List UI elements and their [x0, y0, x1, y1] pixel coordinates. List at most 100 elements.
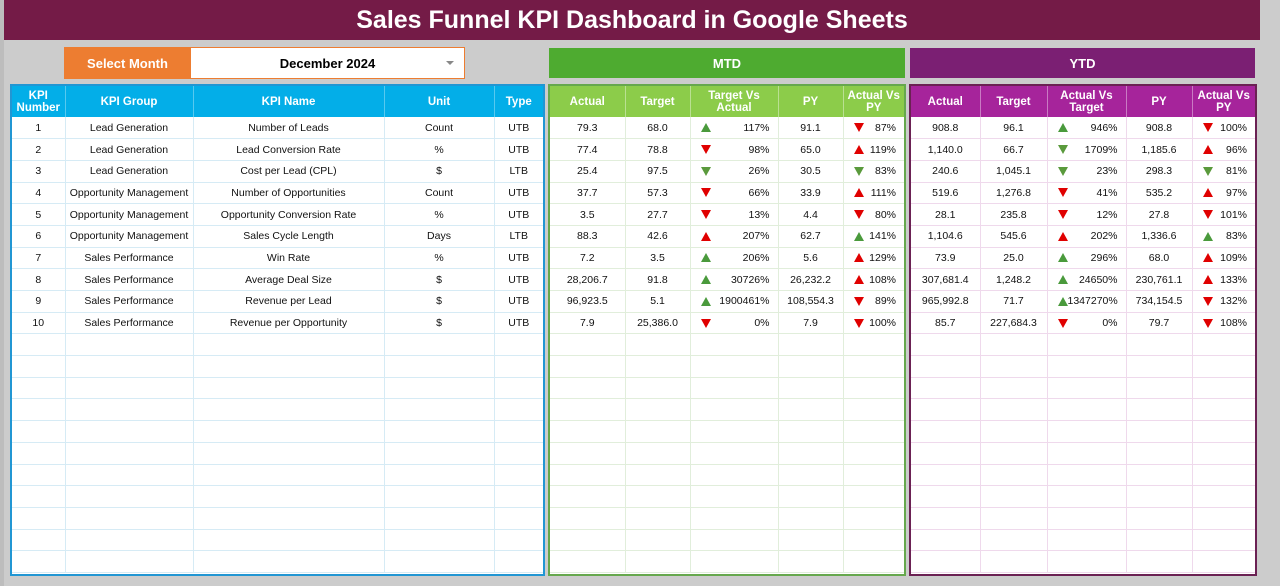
target-vs-actual-cell[interactable]: 1900461% — [690, 290, 779, 313]
empty-cell[interactable] — [494, 529, 543, 552]
empty-cell[interactable] — [12, 355, 66, 378]
empty-cell[interactable] — [550, 442, 626, 465]
empty-cell[interactable] — [625, 355, 691, 378]
empty-cell[interactable] — [690, 377, 779, 400]
empty-cell[interactable] — [384, 442, 495, 465]
target-cell[interactable]: 1,045.1 — [980, 160, 1048, 183]
kpi-number-cell[interactable]: 6 — [12, 225, 66, 248]
actual-vs-target-cell[interactable]: 202% — [1047, 225, 1127, 248]
empty-cell[interactable] — [1047, 464, 1127, 487]
target-cell[interactable]: 3.5 — [625, 247, 691, 270]
actual-vs-py-cell[interactable]: 100% — [1192, 117, 1255, 140]
target-vs-actual-cell[interactable]: 13% — [690, 203, 779, 226]
empty-cell[interactable] — [1126, 529, 1193, 552]
empty-cell[interactable] — [690, 507, 779, 530]
empty-cell[interactable] — [65, 485, 194, 508]
empty-cell[interactable] — [494, 333, 543, 357]
target-cell[interactable]: 1,276.8 — [980, 182, 1048, 205]
kpi-name-cell[interactable]: Sales Cycle Length — [193, 225, 385, 248]
kpi-unit-cell[interactable]: Count — [384, 117, 495, 140]
actual-vs-py-cell[interactable]: 119% — [843, 138, 904, 161]
empty-cell[interactable] — [843, 398, 904, 422]
target-cell[interactable]: 42.6 — [625, 225, 691, 248]
empty-cell[interactable] — [778, 355, 844, 378]
actual-vs-py-cell[interactable]: 96% — [1192, 138, 1255, 161]
actual-vs-target-cell[interactable]: 1347270% — [1047, 290, 1127, 313]
empty-cell[interactable] — [384, 333, 495, 357]
empty-cell[interactable] — [690, 529, 779, 552]
kpi-number-cell[interactable]: 9 — [12, 290, 66, 313]
empty-cell[interactable] — [911, 442, 981, 465]
kpi-group-cell[interactable]: Sales Performance — [65, 268, 194, 291]
target-cell[interactable]: 97.5 — [625, 160, 691, 183]
empty-cell[interactable] — [384, 550, 495, 573]
actual-vs-py-cell[interactable]: 141% — [843, 225, 904, 248]
empty-cell[interactable] — [1126, 464, 1193, 487]
actual-cell[interactable]: 1,140.0 — [911, 138, 981, 161]
empty-cell[interactable] — [550, 507, 626, 530]
empty-cell[interactable] — [843, 333, 904, 357]
empty-cell[interactable] — [384, 529, 495, 552]
empty-cell[interactable] — [690, 485, 779, 508]
target-vs-actual-cell[interactable]: 0% — [690, 312, 779, 335]
kpi-type-cell[interactable]: LTB — [494, 225, 543, 248]
empty-cell[interactable] — [690, 420, 779, 443]
py-cell[interactable]: 298.3 — [1126, 160, 1193, 183]
kpi-unit-cell[interactable]: $ — [384, 268, 495, 291]
empty-cell[interactable] — [193, 442, 385, 465]
py-cell[interactable]: 535.2 — [1126, 182, 1193, 205]
empty-cell[interactable] — [12, 442, 66, 465]
empty-cell[interactable] — [12, 464, 66, 487]
actual-vs-target-cell[interactable]: 24650% — [1047, 268, 1127, 291]
py-cell[interactable]: 62.7 — [778, 225, 844, 248]
actual-vs-target-cell[interactable]: 12% — [1047, 203, 1127, 226]
kpi-number-cell[interactable]: 8 — [12, 268, 66, 291]
empty-cell[interactable] — [193, 333, 385, 357]
target-vs-actual-cell[interactable]: 206% — [690, 247, 779, 270]
actual-cell[interactable]: 519.6 — [911, 182, 981, 205]
empty-cell[interactable] — [843, 442, 904, 465]
actual-vs-py-cell[interactable]: 100% — [843, 312, 904, 335]
kpi-type-cell[interactable]: UTB — [494, 268, 543, 291]
empty-cell[interactable] — [690, 550, 779, 573]
empty-cell[interactable] — [12, 485, 66, 508]
empty-cell[interactable] — [1126, 550, 1193, 573]
actual-cell[interactable]: 77.4 — [550, 138, 626, 161]
empty-cell[interactable] — [1192, 333, 1255, 357]
py-cell[interactable]: 5.6 — [778, 247, 844, 270]
actual-cell[interactable]: 88.3 — [550, 225, 626, 248]
kpi-unit-cell[interactable]: Days — [384, 225, 495, 248]
empty-cell[interactable] — [625, 398, 691, 422]
target-cell[interactable]: 5.1 — [625, 290, 691, 313]
empty-cell[interactable] — [1192, 442, 1255, 465]
empty-cell[interactable] — [980, 550, 1048, 573]
actual-vs-py-cell[interactable]: 108% — [1192, 312, 1255, 335]
target-cell[interactable]: 66.7 — [980, 138, 1048, 161]
empty-cell[interactable] — [384, 485, 495, 508]
actual-cell[interactable]: 965,992.8 — [911, 290, 981, 313]
kpi-type-cell[interactable]: UTB — [494, 312, 543, 335]
target-cell[interactable]: 1,248.2 — [980, 268, 1048, 291]
month-dropdown[interactable]: December 2024 — [191, 47, 465, 79]
empty-cell[interactable] — [1047, 442, 1127, 465]
empty-cell[interactable] — [65, 529, 194, 552]
actual-cell[interactable]: 3.5 — [550, 203, 626, 226]
target-cell[interactable]: 78.8 — [625, 138, 691, 161]
kpi-number-cell[interactable]: 7 — [12, 247, 66, 270]
empty-cell[interactable] — [550, 485, 626, 508]
py-cell[interactable]: 7.9 — [778, 312, 844, 335]
empty-cell[interactable] — [980, 442, 1048, 465]
empty-cell[interactable] — [980, 485, 1048, 508]
actual-vs-target-cell[interactable]: 23% — [1047, 160, 1127, 183]
empty-cell[interactable] — [65, 333, 194, 357]
target-cell[interactable]: 71.7 — [980, 290, 1048, 313]
empty-cell[interactable] — [1047, 333, 1127, 357]
kpi-unit-cell[interactable]: $ — [384, 312, 495, 335]
empty-cell[interactable] — [980, 377, 1048, 400]
empty-cell[interactable] — [1047, 420, 1127, 443]
empty-cell[interactable] — [843, 529, 904, 552]
py-cell[interactable]: 108,554.3 — [778, 290, 844, 313]
actual-cell[interactable]: 7.9 — [550, 312, 626, 335]
empty-cell[interactable] — [1126, 355, 1193, 378]
empty-cell[interactable] — [625, 442, 691, 465]
